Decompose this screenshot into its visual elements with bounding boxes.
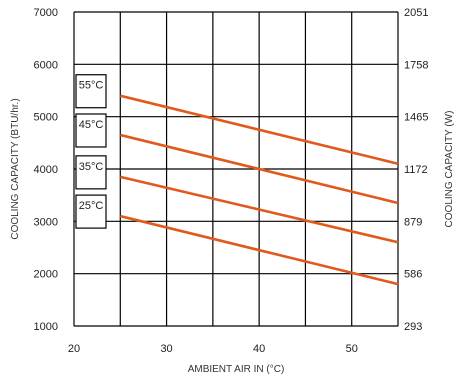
series-label-box: 45°C <box>75 113 107 148</box>
y-tick-label: 2000 <box>34 269 58 281</box>
y-tick-label: 6000 <box>34 59 58 71</box>
grid <box>73 11 399 327</box>
series-label: 45°C <box>79 119 104 131</box>
tick-labels: 1000 2000 3000 4000 5000 6000 7000 293 586 879 117… <box>34 7 429 355</box>
series-line <box>119 175 399 244</box>
x-tick-label: 20 <box>68 343 80 355</box>
x-tick-label: 50 <box>346 343 358 355</box>
series-label: 55°C <box>79 80 104 92</box>
series-label-box: 35°C <box>75 155 107 190</box>
series-labels: 55°C 45°C 35°C 25°C <box>75 74 107 229</box>
x-tick-label: 40 <box>253 343 265 355</box>
y-tick-label: 1000 <box>34 321 58 333</box>
y2-tick-label: 1465 <box>404 112 428 124</box>
series-line <box>119 94 399 166</box>
y2-axis-title: COOLING CAPACITY (W) <box>444 111 455 228</box>
y2-tick-label: 2051 <box>404 7 428 19</box>
y2-tick-label: 1172 <box>404 164 428 176</box>
series-line <box>119 214 399 286</box>
y-tick-label: 4000 <box>34 164 58 176</box>
y2-tick-label: 586 <box>404 269 422 281</box>
y2-tick-label: 879 <box>404 216 422 228</box>
series-label-box: 55°C <box>75 74 107 109</box>
x-tick-label: 30 <box>160 343 172 355</box>
y-tick-label: 3000 <box>34 216 58 228</box>
series-label-box: 25°C <box>75 194 107 229</box>
series-line <box>119 133 399 205</box>
x-axis-title: AMBIENT AIR IN (°C) <box>188 364 285 375</box>
series-label: 35°C <box>79 161 104 173</box>
y-tick-label: 7000 <box>34 7 58 19</box>
y2-tick-label: 293 <box>404 321 422 333</box>
y-tick-label: 5000 <box>34 112 58 124</box>
y-axis-title: COOLING CAPACITY (BTU/hr.) <box>10 98 21 239</box>
series-label: 25°C <box>79 200 104 212</box>
series-lines <box>119 94 399 286</box>
y2-tick-label: 1758 <box>404 59 428 71</box>
